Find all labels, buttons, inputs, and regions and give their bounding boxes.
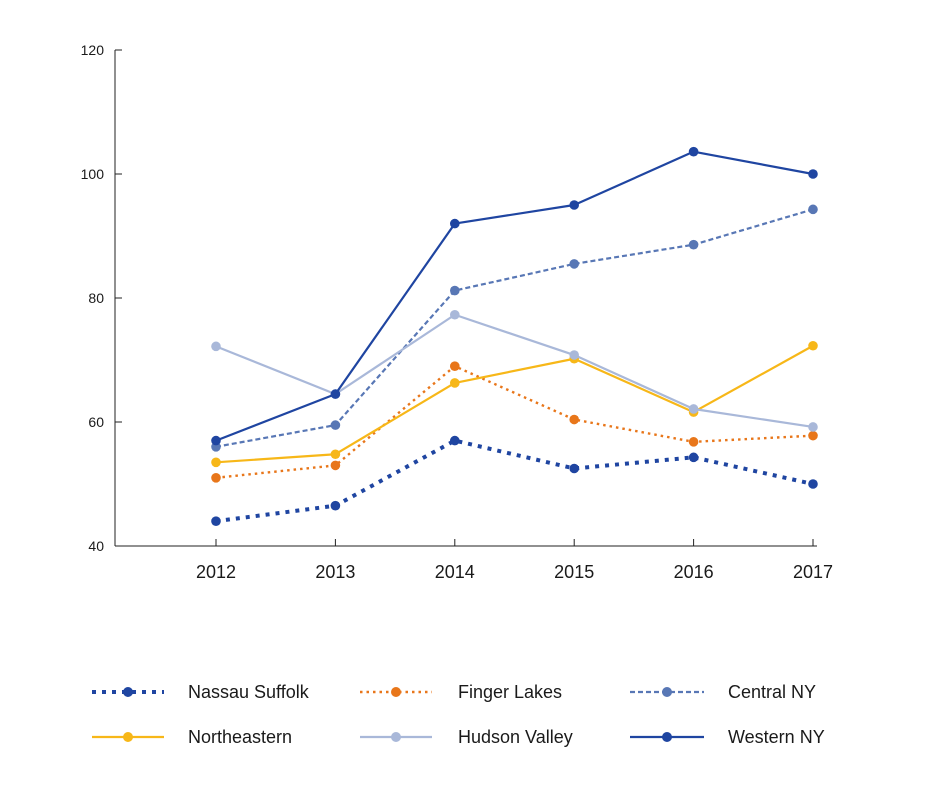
legend-swatch-marker [123,687,133,697]
x-tick-label: 2016 [674,562,714,582]
data-point-central-ny [569,259,579,269]
series-northeastern [211,340,818,468]
series-western-ny [211,146,818,446]
data-point-hudson-valley [450,309,460,320]
data-point-northeastern [450,378,460,388]
data-point-western-ny [211,435,221,446]
x-ticks: 2012 2013 2014 2015 2016 2017 [196,539,833,582]
legend-label: Western NY [728,727,825,747]
data-point-nassau-suffolk [569,463,579,474]
series-line-nassau-suffolk [215,438,814,524]
data-point-finger-lakes [688,437,699,447]
data-point-northeastern [211,457,221,468]
series-finger-lakes [211,361,818,483]
legend-item-western-ny: Western NY [630,727,825,747]
data-point-nassau-suffolk [211,516,221,526]
legend-item-northeastern: Northeastern [92,727,292,747]
data-point-western-ny [450,218,460,229]
y-tick-label: 120 [81,42,105,58]
data-point-nassau-suffolk [450,435,460,446]
data-point-northeastern [330,449,341,460]
data-point-western-ny [569,200,579,210]
y-tick-label: 80 [88,290,104,306]
legend-item-hudson-valley: Hudson Valley [360,727,573,747]
series-line-hudson-valley [215,313,814,429]
series-line-finger-lakes [215,365,814,479]
y-tick-label: 40 [88,538,104,554]
series-line-northeastern [215,344,814,464]
legend-label: Northeastern [188,727,292,747]
data-point-central-ny [688,239,699,250]
legend-label: Central NY [728,682,816,702]
series-line-western-ny [215,150,814,442]
legend-swatch-marker [391,687,401,697]
legend-swatch-marker [662,732,672,742]
data-point-hudson-valley [211,341,221,352]
legend-swatch-marker [123,732,133,742]
data-point-central-ny [450,285,460,296]
legend-label: Finger Lakes [458,682,562,702]
data-point-northeastern [808,340,818,351]
data-point-hudson-valley [569,350,579,360]
data-point-central-ny [808,204,818,215]
x-tick-label: 2013 [315,562,355,582]
data-point-central-ny [330,420,341,430]
data-point-western-ny [808,169,818,179]
x-tick-label: 2014 [435,562,475,582]
data-point-finger-lakes [450,361,460,372]
x-tick-label: 2012 [196,562,236,582]
data-point-western-ny [688,146,699,157]
data-point-hudson-valley [688,404,699,414]
legend-label: Nassau Suffolk [188,682,310,702]
y-ticks: 40 60 80 100 120 [81,42,122,554]
axes [114,50,817,547]
data-point-finger-lakes [569,414,579,425]
series-nassau-suffolk [211,435,818,526]
y-tick-label: 100 [81,166,105,182]
x-tick-label: 2017 [793,562,833,582]
legend: Nassau Suffolk Finger Lakes Central NY Nort… [92,682,825,747]
data-point-finger-lakes [330,460,341,471]
legend-item-finger-lakes: Finger Lakes [360,682,562,702]
series-lines [211,146,818,526]
data-point-nassau-suffolk [688,452,699,463]
legend-label: Hudson Valley [458,727,573,747]
data-point-nassau-suffolk [808,479,818,489]
data-point-hudson-valley [808,422,818,432]
data-point-nassau-suffolk [330,500,341,511]
series-line-central-ny [215,208,814,448]
y-tick-label: 60 [88,414,104,430]
x-tick-label: 2015 [554,562,594,582]
legend-swatch-marker [391,732,401,742]
data-point-finger-lakes [211,473,221,483]
data-point-western-ny [330,389,341,399]
legend-item-nassau-suffolk: Nassau Suffolk [92,682,310,702]
legend-item-central-ny: Central NY [630,682,816,702]
legend-swatch-marker [662,687,672,697]
data-point-finger-lakes [808,430,818,441]
